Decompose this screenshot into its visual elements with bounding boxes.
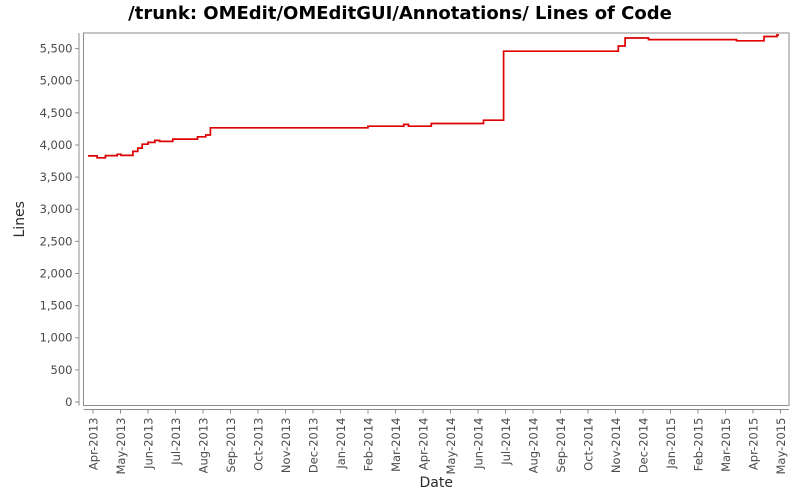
loc-series-line bbox=[88, 34, 779, 159]
x-tick-label: Jan-2015 bbox=[664, 418, 678, 470]
x-tick-label: May-2013 bbox=[114, 418, 128, 475]
x-tick-label: Jun-2014 bbox=[472, 418, 486, 470]
x-tick-label: Mar-2014 bbox=[389, 418, 403, 472]
x-tick-label: Apr-2015 bbox=[747, 418, 761, 471]
y-axis-title: Lines bbox=[12, 201, 28, 237]
y-tick-label: 1,000 bbox=[40, 331, 73, 345]
x-tick-label: Jun-2013 bbox=[142, 418, 156, 470]
x-tick-label: Aug-2013 bbox=[197, 418, 211, 474]
y-tick-label: 4,500 bbox=[40, 106, 73, 120]
y-tick-label: 1,500 bbox=[40, 299, 73, 313]
y-tick-label: 5,500 bbox=[40, 42, 73, 56]
y-tick-label: 3,500 bbox=[40, 170, 73, 184]
x-tick-label: Oct-2013 bbox=[252, 418, 266, 471]
x-tick-label: Apr-2013 bbox=[87, 418, 101, 471]
x-axis-title: Date bbox=[420, 475, 453, 491]
x-tick-label: May-2014 bbox=[444, 418, 458, 475]
y-tick-label: 3,000 bbox=[40, 202, 73, 216]
y-tick-label: 5,000 bbox=[40, 74, 73, 88]
x-tick-label: Nov-2014 bbox=[609, 418, 623, 474]
x-tick-label: Feb-2015 bbox=[692, 418, 706, 472]
x-tick-label: Sep-2013 bbox=[224, 418, 238, 473]
x-tick-label: May-2015 bbox=[774, 418, 788, 475]
x-tick-label: Jan-2014 bbox=[334, 418, 348, 470]
y-tick-label: 4,000 bbox=[40, 138, 73, 152]
chart-title: /trunk: OMEdit/OMEditGUI/Annotations/ Li… bbox=[128, 3, 672, 24]
plot-border bbox=[83, 32, 790, 406]
x-tick-label: Nov-2013 bbox=[279, 418, 293, 474]
y-tick-label: 2,500 bbox=[40, 234, 73, 248]
y-tick-label: 2,000 bbox=[40, 266, 73, 280]
x-tick-label: Apr-2014 bbox=[417, 418, 431, 471]
x-tick-label: Sep-2014 bbox=[554, 418, 568, 473]
x-tick-label: Dec-2014 bbox=[637, 418, 651, 474]
x-tick-label: Jul-2014 bbox=[499, 418, 513, 466]
x-tick-label: Oct-2014 bbox=[582, 418, 596, 471]
y-tick-label: 500 bbox=[51, 363, 73, 377]
x-tick-label: Jul-2013 bbox=[169, 418, 183, 466]
x-tick-label: Aug-2014 bbox=[527, 418, 541, 474]
y-tick-label: 0 bbox=[65, 395, 72, 409]
x-tick-label: Mar-2015 bbox=[719, 418, 733, 472]
x-tick-label: Dec-2013 bbox=[307, 418, 321, 474]
x-tick-label: Feb-2014 bbox=[362, 418, 376, 472]
